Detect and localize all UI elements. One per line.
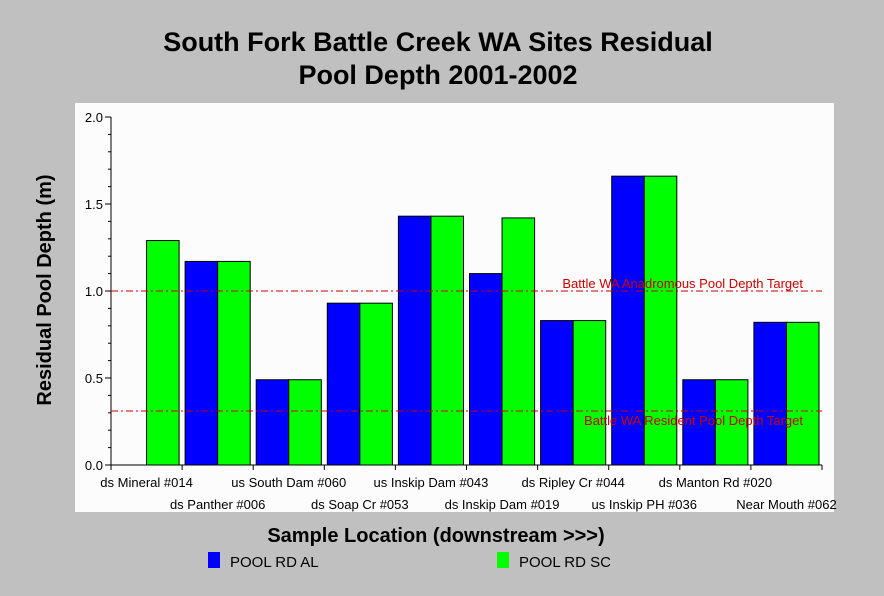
bar-pool-rd-al xyxy=(255,379,290,466)
bar-pool-rd-al xyxy=(184,260,219,466)
bar-pool-rd-al xyxy=(540,320,574,466)
legend: POOL RD AL POOL RD SC xyxy=(208,552,611,571)
x-tick-labels: ds Mineral #014 ds Panther #006 us South D… xyxy=(100,475,836,512)
bar-pool-rd-al xyxy=(326,302,361,466)
bar-pool-rd-sc xyxy=(430,215,465,466)
chart-title-line2: Pool Depth 2001-2002 xyxy=(298,60,577,90)
bar-pool-rd-sc xyxy=(643,175,678,466)
reference-lines: Battle WA Anadromous Pool Depth Target Ba… xyxy=(111,276,822,428)
bar-pool-rd-sc xyxy=(146,240,180,466)
y-tick-label: 1.5 xyxy=(85,197,103,212)
reference-line-label: Battle WA Resident Pool Depth Target xyxy=(584,413,803,428)
y-tick-label: 0.5 xyxy=(85,371,103,386)
legend-swatch xyxy=(497,552,509,568)
x-tick-label: ds Manton Rd #020 xyxy=(659,475,772,490)
bar-pool-rd-sc xyxy=(359,302,393,466)
bar-pool-rd-al xyxy=(611,175,645,466)
y-tick-label: 2.0 xyxy=(85,110,103,125)
x-tick-label: Near Mouth #062 xyxy=(736,497,836,512)
x-axis-label: Sample Location (downstream >>>) xyxy=(267,525,604,547)
x-tick-label: ds Soap Cr #053 xyxy=(311,497,409,512)
legend-swatch xyxy=(208,552,220,568)
x-tick-label: ds Inskip Dam #019 xyxy=(445,497,560,512)
y-tick-label: 1.0 xyxy=(85,284,103,299)
bar-pool-rd-sc xyxy=(572,320,607,466)
x-tick-label: ds Panther #006 xyxy=(170,497,265,512)
x-tick-label: us South Dam #060 xyxy=(231,475,346,490)
bar-pool-rd-al xyxy=(753,321,787,466)
legend-label: POOL RD AL xyxy=(230,554,319,571)
reference-line-label: Battle WA Anadromous Pool Depth Target xyxy=(562,276,803,291)
x-tick-label: us Inskip PH #036 xyxy=(591,497,697,512)
bar-pool-rd-sc xyxy=(217,260,251,466)
bar-pool-rd-sc xyxy=(785,321,820,466)
y-tick-label: 0.0 xyxy=(85,458,103,473)
bar-pool-rd-sc xyxy=(501,217,536,466)
legend-label: POOL RD SC xyxy=(519,554,611,571)
bar-pool-rd-al xyxy=(469,273,503,466)
y-axis-label: Residual Pool Depth (m) xyxy=(34,174,56,405)
bars xyxy=(146,175,820,466)
chart-title-line1: South Fork Battle Creek WA Sites Residua… xyxy=(163,27,713,57)
x-tick-label: ds Ripley Cr #044 xyxy=(521,475,624,490)
bar-pool-rd-al xyxy=(682,379,716,466)
x-tick-label: ds Mineral #014 xyxy=(100,475,193,490)
bar-pool-rd-al xyxy=(397,215,432,466)
bar-pool-rd-sc xyxy=(714,379,749,466)
bar-pool-rd-sc xyxy=(288,379,322,466)
x-tick-label: us Inskip Dam #043 xyxy=(373,475,488,490)
